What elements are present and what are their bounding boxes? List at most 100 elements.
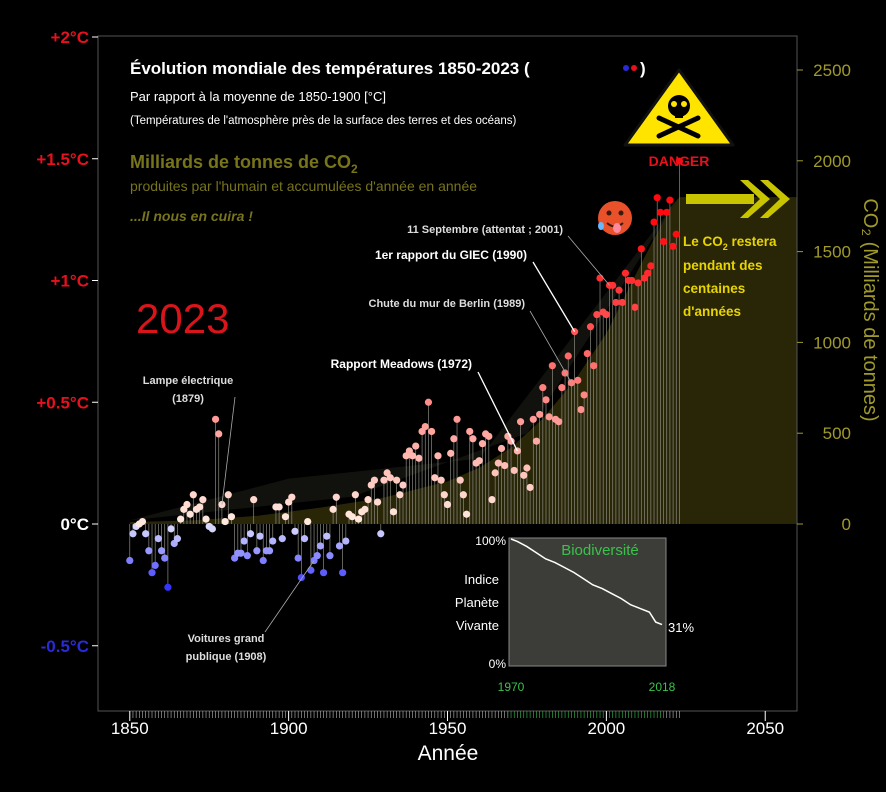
- temperature-point: [335, 542, 344, 550]
- temperature-point: [202, 515, 210, 523]
- temperature-point: [275, 503, 283, 511]
- title-dot-red-icon: [631, 65, 637, 71]
- co2-stays-line3: centaines: [683, 281, 745, 296]
- temperature-point: [428, 427, 436, 436]
- temperature-point: [469, 435, 477, 443]
- x-axis: 1850 1900 1950 2000 2050: [111, 711, 784, 738]
- temperature-point: [332, 493, 340, 501]
- temperature-point: [437, 476, 445, 484]
- temperature-point: [237, 549, 245, 557]
- temperature-points: [126, 157, 684, 591]
- inset-xtick-right: 2018: [649, 680, 676, 694]
- y-right-tick-label: 500: [823, 424, 851, 443]
- y-right-tick-label: 2000: [813, 152, 851, 171]
- temperature-point: [259, 556, 267, 565]
- temperature-point: [126, 556, 134, 565]
- annotation-label: Voitures grand: [188, 633, 265, 645]
- temperature-point: [586, 323, 595, 331]
- annotation-label: Chute du mur de Berlin (1989): [369, 298, 526, 310]
- temperature-point: [319, 569, 328, 577]
- temperature-point: [424, 398, 433, 406]
- temperature-point: [256, 532, 264, 540]
- y-left-tick-label: -0.5°C: [41, 637, 89, 656]
- temperature-point: [653, 194, 661, 202]
- x-tick-label: 1850: [111, 719, 149, 738]
- co2-forward-arrow-icon: [686, 180, 790, 218]
- temperature-point: [570, 328, 579, 336]
- temperature-point: [154, 535, 162, 543]
- annotation-label: Rapport Meadows (1972): [331, 357, 472, 371]
- temperature-point: [240, 537, 248, 545]
- temperature-point: [265, 547, 274, 555]
- temperature-point: [666, 196, 674, 204]
- temperature-stems: [129, 161, 680, 588]
- temperature-point: [253, 547, 261, 555]
- temperature-point: [558, 384, 566, 392]
- annotation-leader: [567, 235, 610, 286]
- temperature-point: [151, 561, 159, 569]
- temperature-point: [412, 442, 420, 450]
- temperature-point: [644, 269, 652, 277]
- y-right-tick-label: 1500: [813, 243, 851, 262]
- temperature-point: [291, 527, 299, 535]
- biodiversity-inset: Biodiversité 100% 0% Indice Planète Viva…: [455, 534, 695, 694]
- temperature-point: [567, 379, 576, 387]
- temperature-point: [399, 481, 407, 489]
- y-right-tick-label: 2500: [813, 61, 851, 80]
- temperature-point: [475, 457, 483, 465]
- temperature-point: [288, 493, 296, 501]
- temperature-point: [269, 537, 277, 545]
- annotation-label-2: publique (1908): [186, 651, 267, 663]
- co2-cumulative-area: [129, 197, 798, 524]
- temperature-point: [434, 452, 442, 460]
- y-left-tick-label: +1°C: [51, 272, 89, 291]
- temperature-point: [659, 237, 668, 246]
- temperature-point: [129, 530, 137, 538]
- temperature-point: [536, 410, 544, 419]
- temperature-point: [316, 542, 325, 550]
- temperature-point: [628, 276, 636, 285]
- temperature-point: [313, 552, 321, 560]
- temperature-point: [380, 476, 388, 484]
- y-left-tick-label: +1.5°C: [36, 150, 89, 169]
- temperature-point: [497, 444, 506, 453]
- temperature-point: [672, 230, 680, 238]
- event-annotations: Lampe électrique (1879) Voitures grand publ…: [143, 224, 610, 663]
- temperature-point: [494, 459, 502, 467]
- temperature-point: [612, 298, 620, 307]
- temperature-point: [199, 496, 207, 504]
- annotation-label-2: (1879): [172, 393, 204, 405]
- annotation-leader: [532, 261, 576, 332]
- temperature-point: [650, 218, 658, 226]
- temperature-point: [491, 469, 499, 477]
- co2-stays-line4: d'années: [683, 304, 741, 319]
- temperature-point: [675, 157, 684, 165]
- danger-sign: DANGER: [623, 68, 735, 169]
- temperature-point: [583, 349, 591, 358]
- temperature-point: [323, 532, 331, 540]
- inset-line: [510, 538, 663, 626]
- temperature-point: [246, 530, 255, 538]
- temperature-point: [637, 245, 645, 253]
- temperature-point: [440, 491, 448, 499]
- temperature-point: [596, 274, 604, 282]
- annotation-label: Lampe électrique: [143, 375, 233, 387]
- x-tick-label: 1950: [429, 719, 467, 738]
- annotation-leader: [529, 310, 572, 383]
- temperature-point: [177, 515, 185, 523]
- temperature-point: [374, 498, 382, 506]
- temperature-point: [615, 286, 623, 294]
- co2-heading: Milliards de tonnes de CO2: [130, 152, 358, 176]
- temperature-point: [370, 476, 379, 484]
- temperature-point: [364, 496, 372, 504]
- skull-crossbones-icon: [656, 95, 701, 139]
- y-left-tick-label: +0.5°C: [36, 393, 89, 412]
- temperature-point: [396, 491, 404, 499]
- temperature-point: [186, 510, 194, 518]
- temperature-point: [609, 281, 617, 289]
- inset-xtick-left: 1970: [498, 680, 525, 694]
- temperature-point: [142, 530, 150, 538]
- inset-panel: [508, 537, 667, 667]
- temperature-point: [526, 483, 534, 492]
